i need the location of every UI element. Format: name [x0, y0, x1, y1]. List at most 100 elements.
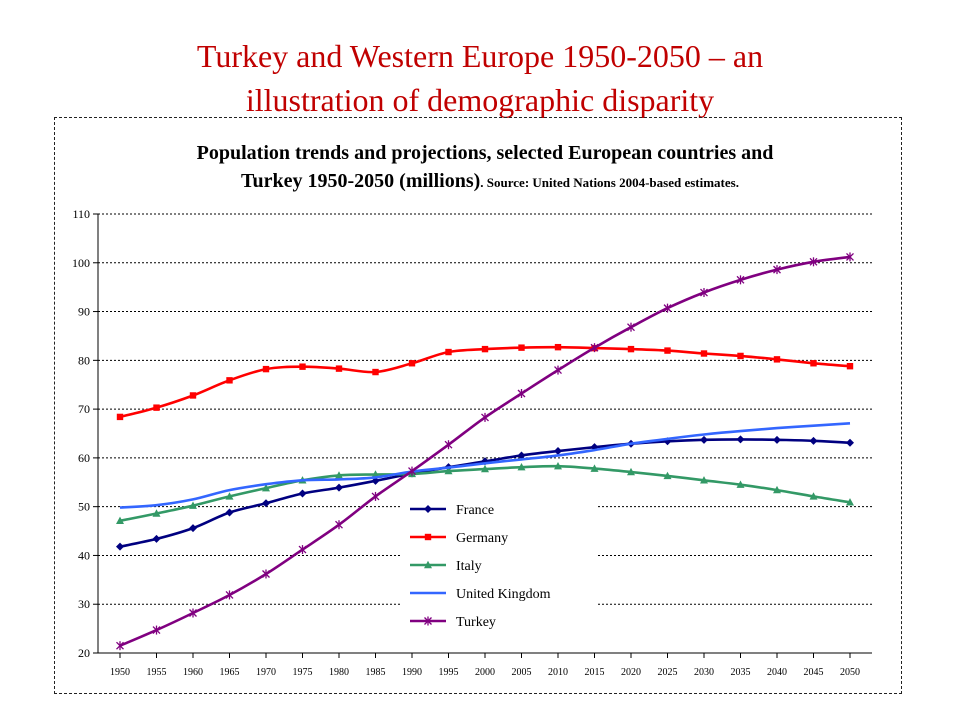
data-point-germany — [518, 344, 525, 351]
data-point-italy — [809, 492, 818, 500]
slide-title-line1: Turkey and Western Europe 1950-2050 – an — [196, 38, 764, 74]
y-tick-label: 80 — [78, 353, 90, 367]
x-tick-label: 1990 — [402, 667, 422, 678]
y-tick-label: 90 — [78, 305, 90, 319]
data-point-italy — [517, 462, 526, 471]
x-tick-label: 2010 — [548, 667, 568, 678]
data-point-germany — [481, 345, 489, 353]
data-point-germany — [299, 363, 306, 370]
data-point-germany — [773, 356, 781, 363]
data-point-turkey — [663, 303, 672, 313]
y-tick-label: 110 — [72, 207, 90, 221]
data-point-turkey — [298, 545, 307, 555]
data-point-italy — [736, 480, 745, 488]
data-point-germany — [700, 350, 708, 357]
chart-frame — [54, 117, 902, 694]
data-point-italy — [152, 509, 161, 517]
data-point-france — [335, 483, 343, 492]
x-tick-label: 2025 — [658, 667, 678, 678]
legend-marker-turkey — [424, 616, 432, 626]
y-tick-labels: 20 30 40 50 60 70 80 90 100 110 — [72, 207, 90, 660]
x-tick-label: 2020 — [621, 667, 641, 678]
data-point-germany — [627, 345, 635, 353]
data-point-turkey — [408, 466, 416, 476]
y-tick-label: 40 — [78, 548, 90, 562]
data-point-italy — [335, 471, 343, 479]
data-point-france — [773, 435, 781, 444]
data-point-italy — [663, 471, 672, 480]
data-point-germany — [810, 360, 817, 367]
data-point-france — [189, 524, 197, 533]
data-point-turkey — [809, 257, 818, 267]
series-line-united-kingdom — [119, 422, 851, 509]
data-point-france — [809, 436, 818, 445]
data-point-germany — [335, 365, 343, 372]
y-tick-label: 100 — [72, 256, 90, 270]
slide-title: Turkey and Western Europe 1950-2050 – an… — [0, 34, 960, 122]
data-point-germany — [664, 347, 671, 354]
data-point-germany — [153, 404, 160, 411]
data-point-france — [152, 534, 161, 543]
y-tick-label: 20 — [78, 646, 90, 660]
x-tick-label: 1950 — [110, 667, 130, 678]
legend-label-turkey: Turkey — [456, 615, 496, 630]
legend-label-france: France — [456, 503, 494, 518]
data-point-turkey — [444, 440, 453, 450]
data-point-turkey — [590, 343, 599, 353]
series-lines — [116, 252, 854, 651]
legend-marker-france — [424, 505, 432, 513]
data-point-turkey — [335, 520, 343, 530]
legend-marker-germany — [424, 533, 432, 541]
legend: France Germany Italy United Kingdom Turkey — [402, 497, 598, 639]
data-point-france — [225, 508, 234, 517]
x-tick-label: 2035 — [731, 667, 751, 678]
data-point-france — [298, 489, 307, 498]
x-tick-label: 2030 — [694, 667, 714, 678]
data-point-germany — [445, 348, 452, 356]
x-tick-label: 2000 — [475, 667, 495, 678]
data-point-italy — [590, 464, 599, 472]
data-point-turkey — [262, 569, 270, 579]
x-tick-labels: 1950 1955 1960 1965 1970 1975 1980 1985 1990 1995… — [110, 653, 860, 678]
data-point-france — [262, 499, 270, 508]
data-point-turkey — [481, 412, 489, 422]
data-point-turkey — [773, 265, 781, 275]
data-point-france — [116, 542, 124, 551]
data-point-italy — [700, 476, 708, 484]
x-tick-label: 1970 — [256, 667, 276, 678]
data-point-turkey — [627, 322, 635, 332]
data-point-france — [700, 435, 708, 444]
x-tick-label: 1965 — [220, 667, 240, 678]
data-point-italy — [481, 464, 489, 473]
x-tick-label: 1975 — [293, 667, 313, 678]
data-point-turkey — [152, 625, 161, 635]
data-point-turkey — [846, 252, 854, 262]
data-point-germany — [116, 413, 124, 421]
legend-label-germany: Germany — [456, 531, 508, 546]
data-point-italy — [225, 492, 234, 500]
x-tick-label: 2045 — [804, 667, 824, 678]
data-point-italy — [371, 470, 380, 478]
data-point-germany — [372, 368, 379, 376]
data-point-turkey — [225, 590, 234, 600]
y-tick-label: 30 — [78, 597, 90, 611]
x-tick-label: 1955 — [147, 667, 167, 678]
chart-title-line2-group: Turkey 1950-2050 (millions). Source: Uni… — [241, 170, 739, 192]
data-point-germany — [737, 352, 744, 360]
x-tick-label: 2050 — [840, 667, 860, 678]
y-tick-label: 60 — [78, 451, 90, 465]
legend-box — [402, 497, 598, 639]
y-tick-label: 50 — [78, 500, 90, 514]
x-tick-label: 2015 — [585, 667, 605, 678]
data-point-germany — [226, 377, 233, 384]
data-point-turkey — [517, 389, 526, 399]
data-point-turkey — [189, 608, 197, 618]
data-point-turkey — [700, 288, 708, 298]
legend-label-united-kingdom: United Kingdom — [456, 587, 551, 602]
data-point-germany — [262, 365, 270, 373]
data-point-turkey — [736, 275, 745, 285]
data-point-germany — [554, 343, 562, 351]
chart-title-line2: Turkey 1950-2050 (millions) — [241, 170, 480, 192]
data-point-italy — [444, 466, 453, 475]
